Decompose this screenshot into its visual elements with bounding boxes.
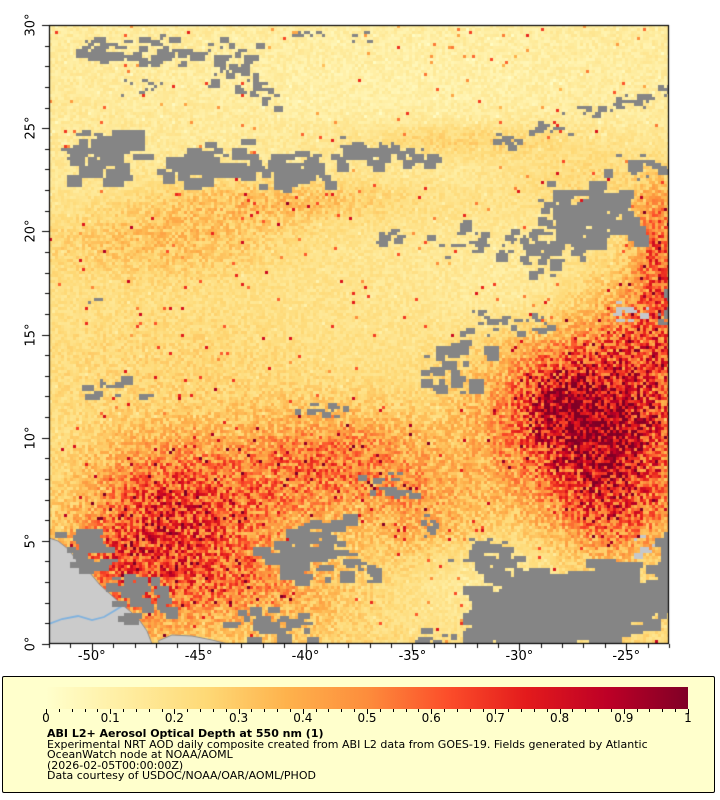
legend-line: OceanWatch node at NOAA/AOML	[47, 748, 233, 762]
colorbar-tick	[187, 709, 189, 712]
colorbar-tick	[482, 709, 484, 712]
colorbar-tick-label: 0.2	[164, 711, 184, 725]
x-tick-label: -45°	[184, 649, 213, 664]
colorbar-tick	[135, 709, 137, 712]
colorbar-tick	[264, 709, 266, 712]
colorbar-tick	[97, 709, 99, 712]
colorbar-tick	[289, 709, 291, 712]
colorbar-tick	[662, 709, 664, 712]
y-tick-label: 0°	[23, 636, 39, 652]
colorbar-tick	[341, 709, 343, 712]
colorbar-tick	[585, 709, 587, 712]
colorbar-tick	[559, 709, 561, 714]
colorbar-tick	[200, 709, 202, 712]
colorbar-tick	[636, 709, 638, 712]
colorbar-tick	[251, 709, 253, 712]
colorbar-tick	[521, 709, 523, 712]
x-tick-label: -30°	[505, 649, 534, 664]
y-tick-label: 30°	[23, 13, 39, 37]
colorbar-tick	[418, 709, 420, 712]
legend-line: (2026-02-05T00:00:00Z)	[47, 758, 184, 772]
colorbar-tick	[456, 709, 458, 712]
colorbar-tick	[58, 709, 60, 712]
colorbar-tick-label: 0.6	[421, 711, 441, 725]
colorbar-tick	[469, 709, 471, 712]
colorbar-tick-label: 0.5	[357, 711, 377, 725]
colorbar-tick	[623, 709, 625, 714]
colorbar-tick	[148, 709, 150, 712]
y-tick-label: 20°	[23, 219, 39, 243]
colorbar-tick	[367, 709, 368, 714]
colorbar-tick	[610, 709, 612, 712]
colorbar-tick	[546, 709, 548, 712]
colorbar-tick	[649, 709, 651, 712]
colorbar-gradient	[46, 687, 688, 709]
colorbar-tick-label: 0.8	[550, 711, 570, 725]
colorbar-tick	[405, 709, 407, 712]
legend-line: Data courtesy of USDOC/NOAA/OAR/AOML/PHO…	[47, 769, 316, 783]
x-tick-label: -40°	[291, 649, 320, 664]
colorbar-tick	[110, 709, 112, 714]
aod-map-canvas	[0, 0, 720, 676]
colorbar-tick-label: 1	[684, 711, 692, 725]
colorbar-tick	[354, 709, 356, 712]
x-tick-label: -50°	[77, 649, 106, 664]
colorbar-tick	[508, 709, 510, 712]
y-tick-label: 5°	[23, 533, 39, 549]
legend-text: ABI L2+ Aerosol Optical Depth at 550 nm …	[47, 727, 648, 783]
colorbar-tick-label: 0.1	[100, 711, 120, 725]
colorbar-tick	[225, 709, 227, 712]
colorbar-tick	[277, 709, 279, 712]
colorbar-tick	[161, 709, 163, 712]
colorbar-tick	[328, 709, 330, 712]
y-tick-label: 25°	[23, 116, 39, 140]
legend-line: Experimental NRT AOD daily composite cre…	[47, 737, 648, 751]
colorbar-tick	[688, 709, 689, 714]
colorbar-tick	[123, 709, 125, 712]
colorbar-tick	[238, 709, 240, 714]
colorbar-tick	[315, 709, 317, 712]
colorbar-tick-label: 0.9	[614, 711, 634, 725]
legend-title: ABI L2+ Aerosol Optical Depth at 550 nm …	[47, 727, 324, 740]
colorbar-tick	[598, 709, 600, 712]
colorbar-tick	[392, 709, 394, 712]
legend-lines: Experimental NRT AOD daily composite cre…	[47, 737, 648, 783]
x-tick-label: -25°	[612, 649, 641, 664]
y-tick-label: 15°	[23, 322, 39, 347]
colorbar-tick-label: 0.4	[293, 711, 313, 725]
x-tick-label: -35°	[398, 649, 427, 664]
colorbar-tick	[533, 709, 535, 712]
colorbar-tick	[495, 709, 497, 714]
y-tick-label: 10°	[23, 426, 39, 450]
colorbar-tick	[174, 709, 176, 714]
colorbar-tick	[431, 709, 433, 714]
colorbar-tick	[212, 709, 214, 712]
colorbar-tick	[444, 709, 446, 712]
colorbar-tick	[675, 709, 677, 712]
colorbar-tick	[572, 709, 574, 712]
colorbar-tick-label: 0.7	[485, 711, 505, 725]
colorbar-tick	[302, 709, 304, 714]
colorbar-tick	[379, 709, 381, 712]
colorbar-tick-label: 0.3	[229, 711, 249, 725]
colorbar-tick-label: 0	[42, 711, 50, 725]
colorbar-tick	[84, 709, 86, 712]
colorbar-tick	[46, 709, 47, 714]
colorbar-tick	[71, 709, 73, 712]
